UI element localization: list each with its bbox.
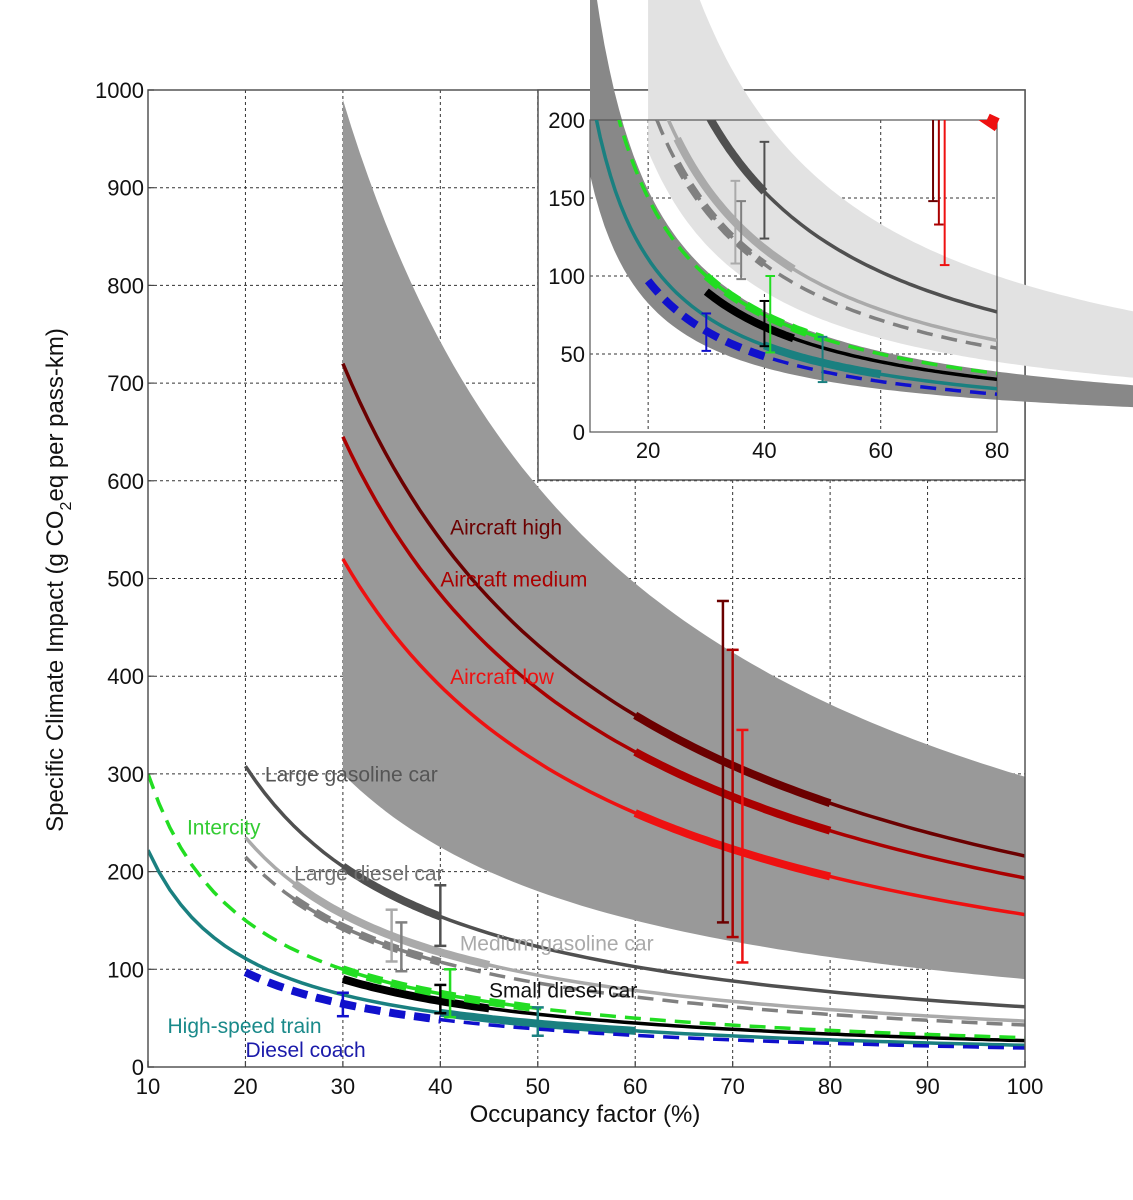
series-highlight-small-diesel-car bbox=[341, 975, 490, 1013]
main-ticks: 10 20 30 40 50 60 70 80 90 1000100200300400500600… bbox=[95, 78, 1043, 1099]
series-line-aircraft-high bbox=[706, 0, 997, 11]
y-tick-label: 0 bbox=[132, 1055, 144, 1080]
inset-y-tick-label: 200 bbox=[548, 108, 585, 133]
y-tick-label: 300 bbox=[107, 762, 144, 787]
inset-aircraft-marker bbox=[985, 113, 1000, 127]
inset-y-tick-label: 100 bbox=[548, 264, 585, 289]
y-tick-label: 900 bbox=[107, 176, 144, 201]
series-highlight-aircraft-medium bbox=[881, 0, 997, 55]
y-axis-label-tail: eq per pass-km) bbox=[42, 328, 69, 501]
inset-x-tick-label: 80 bbox=[985, 438, 1009, 463]
series-highlight-large-gasoline-car bbox=[340, 863, 442, 921]
inset-chart: 20 40 60 80 0 50 100 150 200 bbox=[537, 0, 1133, 481]
series-label-aircraft-low: Aircraft low bbox=[450, 666, 555, 689]
series-label-large-diesel-car: Large diesel car bbox=[294, 862, 443, 885]
series-label-aircraft-high: Aircraft high bbox=[450, 517, 562, 540]
inset-x-tick-label: 40 bbox=[752, 438, 776, 463]
x-tick-label: 60 bbox=[623, 1074, 647, 1099]
inset-ticks: 20 40 60 80 0 50 100 150 200 bbox=[548, 108, 1009, 463]
inset-y-tick-label: 150 bbox=[548, 186, 585, 211]
series-line-intercity bbox=[148, 773, 1025, 1040]
series-label-medium-gasoline-car: Medium gasoline car bbox=[460, 933, 654, 956]
band-aircraft-range bbox=[342, 99, 1025, 980]
y-axis-label-main: Specific Climate Impact (g CO bbox=[42, 510, 69, 831]
inset-errorbars bbox=[701, 113, 1000, 384]
x-tick-label: 100 bbox=[1007, 1074, 1044, 1099]
series-line-large-diesel-car bbox=[244, 855, 1025, 1027]
inset-y-tick-label: 0 bbox=[573, 420, 585, 445]
series-line-large-gasoline-car bbox=[708, 120, 997, 314]
inset-x-tick-label: 20 bbox=[636, 438, 660, 463]
series-label-intercity: Intercity bbox=[187, 816, 261, 839]
x-tick-label: 70 bbox=[720, 1074, 744, 1099]
main-series-labels: Aircraft high Aircraft medium Aircraft low… bbox=[167, 517, 653, 1063]
x-tick-label: 90 bbox=[915, 1074, 939, 1099]
y-tick-label: 1000 bbox=[95, 78, 144, 103]
y-tick-label: 200 bbox=[107, 860, 144, 885]
inset-y-tick-label: 50 bbox=[561, 342, 585, 367]
y-tick-label: 500 bbox=[107, 567, 144, 592]
series-highlight-large-diesel-car bbox=[673, 161, 767, 268]
main-errorbars bbox=[336, 599, 749, 1037]
x-tick-label: 50 bbox=[526, 1074, 550, 1099]
x-tick-label: 30 bbox=[331, 1074, 355, 1099]
series-label-large-gasoline-car: Large gasoline car bbox=[265, 764, 438, 787]
series-highlight-large-gasoline-car bbox=[706, 120, 768, 195]
series-label-small-diesel-car: Small diesel car bbox=[489, 980, 637, 1003]
y-tick-label: 400 bbox=[107, 664, 144, 689]
y-axis-label-subscript: 2 bbox=[58, 501, 75, 510]
y-tick-label: 700 bbox=[107, 371, 144, 396]
x-tick-label: 10 bbox=[136, 1074, 160, 1099]
series-label-aircraft-medium: Aircraft medium bbox=[440, 568, 587, 591]
x-tick-label: 20 bbox=[233, 1074, 257, 1099]
y-axis-label: Specific Climate Impact (g CO2eq per pas… bbox=[42, 328, 75, 832]
series-line-intercity bbox=[617, 120, 997, 376]
series-label-diesel-coach: Diesel coach bbox=[245, 1039, 365, 1062]
inset-plot-frame bbox=[589, 119, 998, 433]
series-highlight-large-diesel-car bbox=[291, 895, 442, 966]
inset-x-tick-label: 60 bbox=[868, 438, 892, 463]
x-tick-label: 80 bbox=[818, 1074, 842, 1099]
x-tick-label: 40 bbox=[428, 1074, 452, 1099]
x-axis-label: Occupancy factor (%) bbox=[470, 1101, 701, 1128]
series-highlight-aircraft-high bbox=[881, 0, 997, 11]
series-highlight-intercity bbox=[703, 272, 824, 343]
y-tick-label: 100 bbox=[107, 957, 144, 982]
y-tick-label: 600 bbox=[107, 469, 144, 494]
main-bands bbox=[342, 99, 1025, 980]
series-highlight-small-diesel-car bbox=[703, 288, 795, 343]
y-tick-label: 800 bbox=[107, 273, 144, 298]
series-label-high-speed-train: High-speed train bbox=[167, 1015, 321, 1038]
series-line-aircraft-medium bbox=[706, 0, 997, 55]
